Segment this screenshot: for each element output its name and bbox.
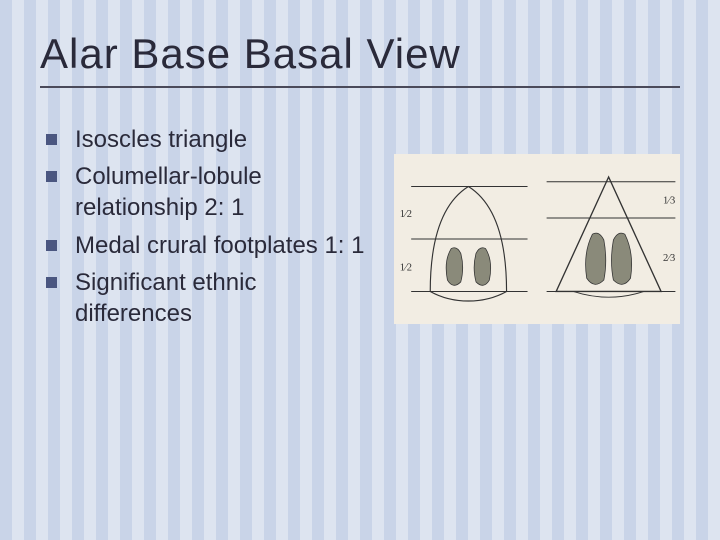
svg-text:2⁄3: 2⁄3 [663,253,675,264]
slide: Alar Base Basal View Isoscles triangle C… [0,0,720,540]
list-item: Medal crural footplates 1: 1 [40,230,374,261]
bullet-text: Significant ethnic differences [75,267,374,329]
bullet-text: Medal crural footplates 1: 1 [75,230,365,261]
slide-title: Alar Base Basal View [40,30,680,78]
bullet-square-icon [46,277,57,288]
list-item: Columellar-lobule relationship 2: 1 [40,161,374,223]
basal-view-svg: 1⁄2 1⁄2 1⁄3 [394,154,680,324]
svg-text:1⁄2: 1⁄2 [400,262,412,273]
bullet-text: Isoscles triangle [75,124,247,155]
basal-view-figure: 1⁄2 1⁄2 1⁄3 [394,154,680,324]
bullet-square-icon [46,171,57,182]
right-nose-triangle: 1⁄3 2⁄3 [546,177,675,297]
list-item: Significant ethnic differences [40,267,374,329]
bullet-square-icon [46,134,57,145]
left-nose-dome: 1⁄2 1⁄2 [400,187,528,301]
list-item: Isoscles triangle [40,124,374,155]
svg-text:1⁄3: 1⁄3 [663,196,675,207]
bullet-list: Isoscles triangle Columellar-lobule rela… [40,124,374,335]
content-row: Isoscles triangle Columellar-lobule rela… [40,124,680,335]
title-underline [40,86,680,88]
bullet-text: Columellar-lobule relationship 2: 1 [75,161,374,223]
svg-text:1⁄2: 1⁄2 [400,209,412,220]
bullet-square-icon [46,240,57,251]
